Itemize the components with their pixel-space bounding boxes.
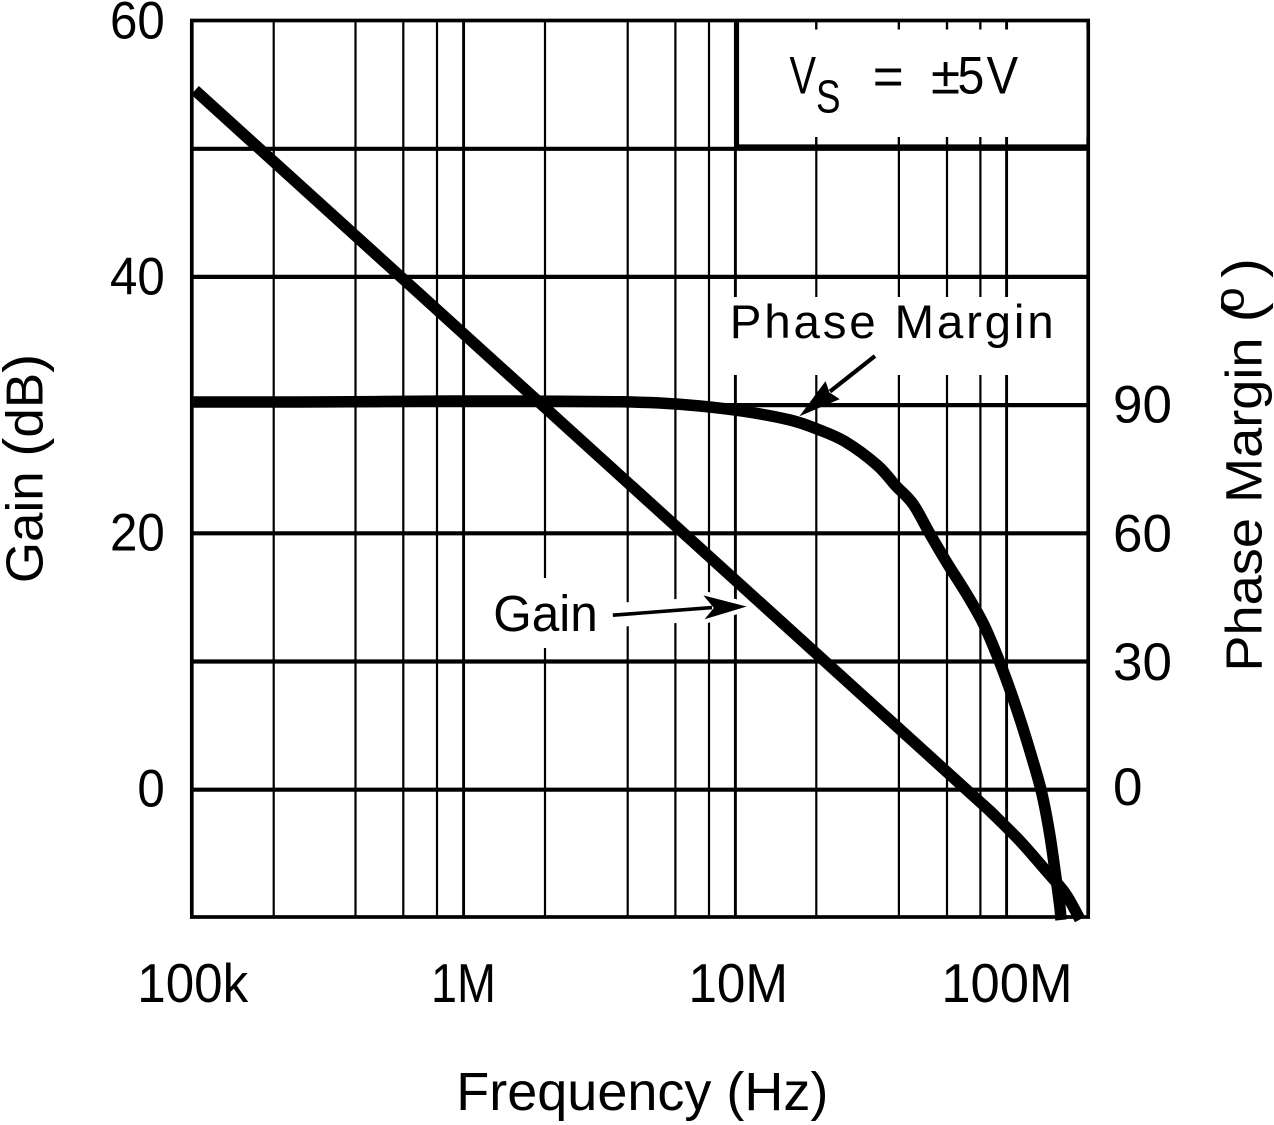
svg-text:60: 60 [110,0,165,50]
svg-text:100M: 100M [941,953,1072,1014]
svg-text:0: 0 [1113,758,1142,817]
svg-text:±: ± [931,46,960,105]
svg-text:Phase Margin: Phase Margin [730,296,1057,349]
svg-text:=: = [873,48,904,107]
svg-text:40: 40 [110,247,165,306]
svg-text:60: 60 [1113,504,1172,563]
svg-text:20: 20 [110,503,165,562]
svg-text:V: V [790,46,817,105]
svg-text:90: 90 [1113,376,1172,435]
svg-text:30: 30 [1113,633,1172,692]
svg-text:1M: 1M [431,952,496,1013]
svg-text:5: 5 [958,45,985,105]
svg-text:10M: 10M [688,953,787,1014]
svg-text:Gain (dB): Gain (dB) [0,354,54,583]
svg-text:100k: 100k [137,953,248,1014]
svg-text:Phase Margin (o): Phase Margin (o) [1207,258,1274,672]
svg-text:Frequency (Hz): Frequency (Hz) [456,1062,828,1122]
svg-text:0: 0 [137,759,164,818]
svg-text:Gain: Gain [493,585,597,642]
svg-text:V: V [987,46,1019,105]
svg-text:S: S [816,71,841,123]
